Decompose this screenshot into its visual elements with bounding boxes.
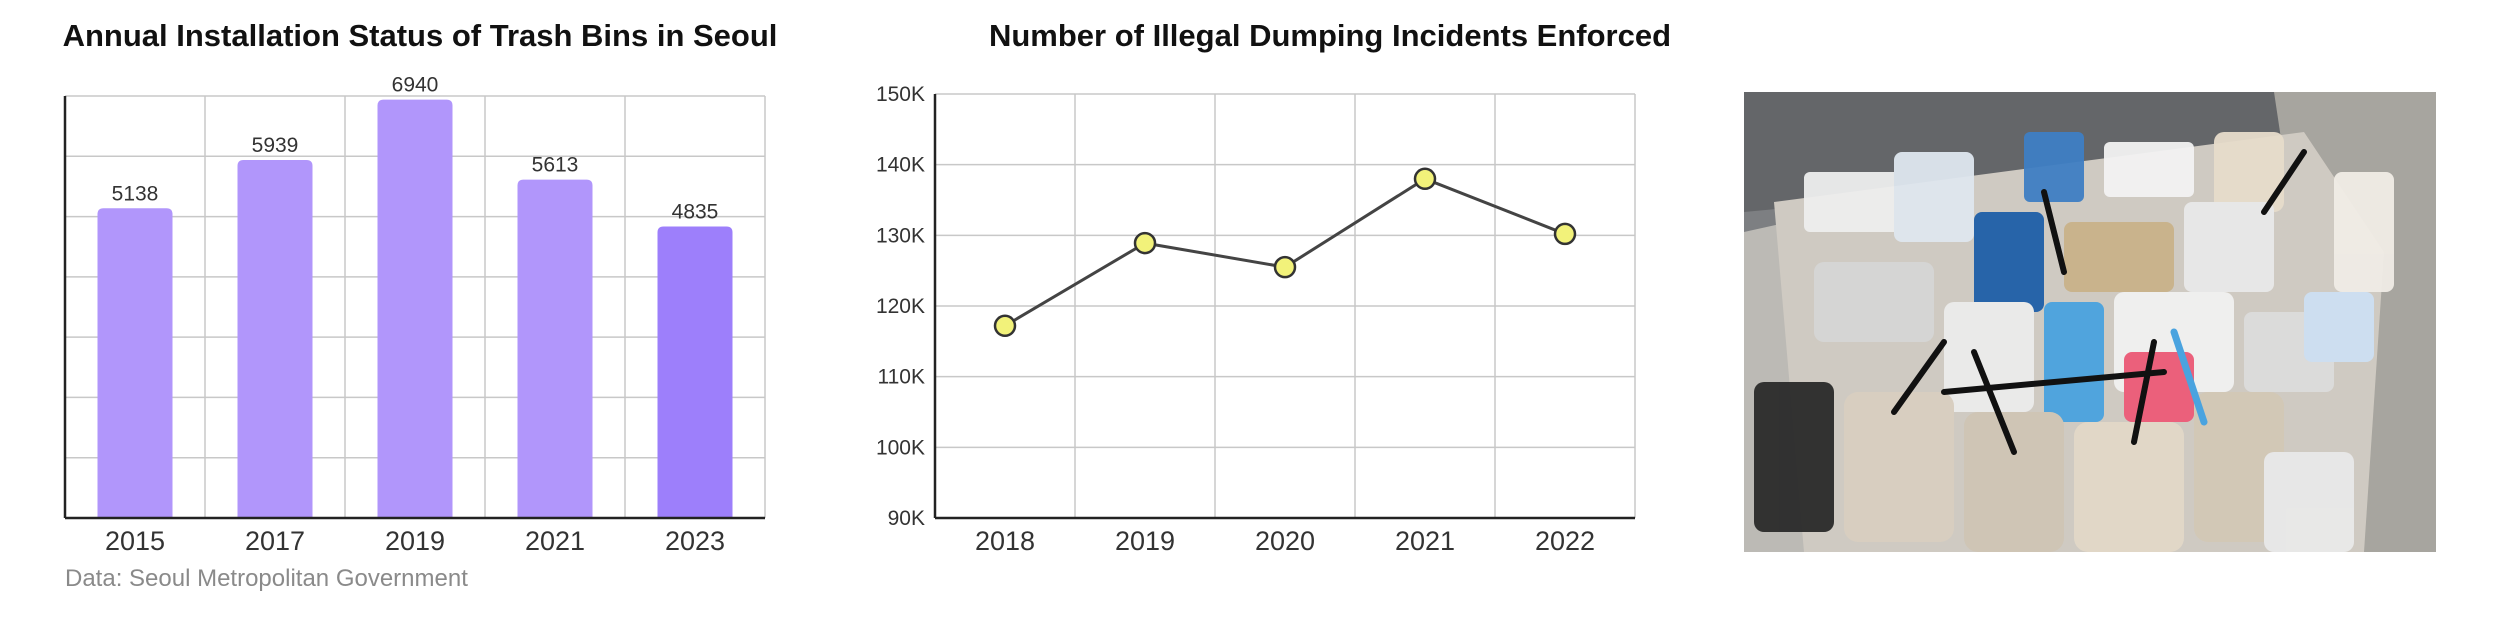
bar-2017: [237, 159, 313, 518]
bar-x-tick-label-2023: 2023: [665, 526, 725, 556]
line-point-2022: [1553, 222, 1577, 246]
trash-pile-photo-illustration: [1744, 92, 2436, 552]
line-y-tick-label-90K: 90K: [888, 507, 925, 530]
line-point-2020: [1273, 255, 1297, 279]
line-point-2019: [1133, 231, 1157, 255]
line-y-tick-label-120K: 120K: [876, 295, 925, 318]
bar-x-tick-label-2019: 2019: [385, 526, 445, 556]
line-y-tick-label-110K: 110K: [878, 366, 926, 389]
line-series: [1004, 177, 1566, 328]
bar-data-label-2017: 5939: [252, 134, 299, 157]
bar-x-tick-label-2015: 2015: [105, 526, 165, 556]
line-x-tick-label-2021: 2021: [1395, 526, 1455, 556]
data-source-note: Data: Seoul Metropolitan Government: [65, 565, 468, 592]
bar-data-label-2019: 6940: [392, 74, 439, 97]
line-y-tick-label-130K: 130K: [876, 224, 925, 247]
line-x-tick-label-2020: 2020: [1255, 526, 1315, 556]
bar-data-label-2015: 5138: [112, 182, 159, 205]
line-chart: 90K 100K 110K 120K 130K 140K 150K 2018 2019 2020 2…: [876, 83, 1636, 556]
trash-pile-photo: [1744, 92, 2436, 552]
line-y-tick-label-150K: 150K: [876, 83, 925, 106]
line-point-2021: [1413, 167, 1437, 191]
line-point-2018: [993, 314, 1017, 338]
bar-x-tick-label-2017: 2017: [245, 526, 305, 556]
line-y-tick-label-140K: 140K: [876, 154, 925, 177]
bar-2019: [377, 99, 453, 519]
line-x-tick-label-2022: 2022: [1535, 526, 1595, 556]
bar-x-tick-label-2021: 2021: [525, 526, 585, 556]
line-x-tick-label-2019: 2019: [1115, 526, 1175, 556]
bar-data-label-2023: 4835: [672, 201, 719, 224]
bar-chart-title: Annual Installation Status of Trash Bins…: [62, 18, 778, 53]
bar-2015: [97, 208, 173, 518]
line-y-tick-label-100K: 100K: [876, 436, 925, 459]
bar-2023: [657, 226, 733, 519]
bar-chart: 5138 2015 5939 2017 6940 2019 5613 2021 4835 2023: [63, 74, 766, 556]
line-x-tick-label-2018: 2018: [975, 526, 1035, 556]
bar-2021: [517, 179, 593, 519]
bar-data-label-2021: 5613: [532, 154, 579, 177]
line-chart-title: Number of Illegal Dumping Incidents Enfo…: [988, 18, 1672, 53]
